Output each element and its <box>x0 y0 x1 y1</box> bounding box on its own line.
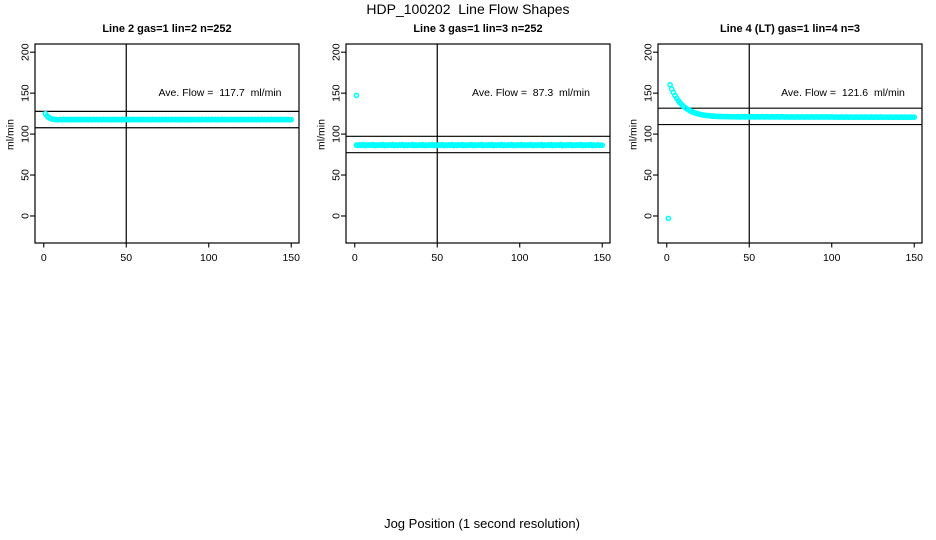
x-tick-label: 50 <box>743 252 755 264</box>
y-tick-label: 50 <box>643 169 655 181</box>
panel-1-plot: 0 50 100 150 0 50 100 150 200 <box>20 43 300 264</box>
x-tick-label: 100 <box>511 252 529 264</box>
panel-2-plot: 0 50 100 150 0 50 100 150 200 <box>331 43 611 264</box>
panel-box <box>345 43 611 244</box>
y-tick-label: 200 <box>643 43 655 61</box>
y-tick-label: 150 <box>20 84 32 102</box>
y-tick-label: 50 <box>20 169 32 181</box>
panel-box <box>34 43 300 244</box>
panel-3-title: Line 4 (LT) gas=1 lin=4 n=3 <box>719 23 861 35</box>
main-title: HDP_100202 Line Flow Shapes <box>366 1 570 17</box>
x-tick-label: 100 <box>823 252 841 264</box>
y-tick-label: 0 <box>643 213 655 219</box>
data-point <box>911 114 918 121</box>
y-tick-label: 50 <box>331 169 343 181</box>
x-tick-label: 0 <box>664 252 670 264</box>
data-point <box>665 215 672 222</box>
y-tick-label: 150 <box>331 84 343 102</box>
data-point <box>353 92 360 99</box>
y-tick-label: 200 <box>331 43 343 61</box>
x-tick-label: 0 <box>352 252 358 264</box>
panel-box <box>657 43 923 244</box>
y-tick-label: 200 <box>20 43 32 61</box>
x-tick-label: 100 <box>200 252 218 264</box>
x-axis-label: Jog Position (1 second resolution) <box>384 516 580 531</box>
x-tick-label: 0 <box>41 252 47 264</box>
y-tick-label: 0 <box>331 213 343 219</box>
x-tick-label: 150 <box>905 252 923 264</box>
panel-3-plot: 0 50 100 150 0 50 100 150 200 <box>643 43 923 264</box>
x-tick-label: 50 <box>120 252 132 264</box>
panel-2-title: Line 3 gas=1 lin=3 n=252 <box>413 23 543 35</box>
panel-2-annotation: Ave. Flow = 87.3 ml/min <box>472 87 590 99</box>
panel-3-annotation: Ave. Flow = 121.6 ml/min <box>781 87 905 99</box>
y-tick-label: 100 <box>643 125 655 143</box>
panel-1-annotation: Ave. Flow = 117.7 ml/min <box>158 87 282 99</box>
y-tick-label: 100 <box>331 125 343 143</box>
data-point <box>599 142 606 149</box>
x-tick-label: 150 <box>593 252 611 264</box>
x-tick-label: 50 <box>431 252 443 264</box>
x-tick-label: 150 <box>282 252 300 264</box>
y-tick-label: 150 <box>643 84 655 102</box>
y-tick-label: 0 <box>20 213 32 219</box>
y-tick-label: 100 <box>20 125 32 143</box>
data-point <box>288 116 295 123</box>
panel-1-title: Line 2 gas=1 lin=2 n=252 <box>102 23 232 35</box>
